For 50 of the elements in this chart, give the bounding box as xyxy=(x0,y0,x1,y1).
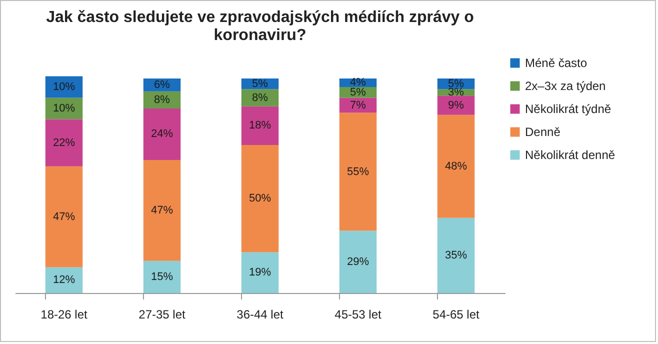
bar xyxy=(45,166,83,268)
legend-label: Několikrát týdně xyxy=(525,102,612,116)
legend-label: Méně často xyxy=(525,56,588,70)
x-tick-label: 27-35 let xyxy=(138,308,186,322)
data-label: 47% xyxy=(150,204,174,216)
data-label: 55% xyxy=(346,166,370,178)
bar xyxy=(45,267,83,293)
data-label: 9% xyxy=(448,99,464,112)
bar xyxy=(437,96,475,115)
data-label: 35% xyxy=(444,249,468,262)
data-label: 5% xyxy=(252,78,268,90)
bar xyxy=(143,260,181,293)
data-label: 8% xyxy=(154,94,170,106)
x-tick-label: 36-44 let xyxy=(236,308,284,322)
data-label: 10% xyxy=(52,81,76,94)
legend-label: Několikrát denně xyxy=(525,148,616,162)
data-label: 50% xyxy=(248,192,272,205)
data-label: 5% xyxy=(350,86,366,98)
bar xyxy=(45,119,83,166)
data-label: 7% xyxy=(350,99,366,112)
bar xyxy=(143,160,181,261)
bar xyxy=(241,252,279,293)
bar xyxy=(143,108,181,160)
data-label: 18% xyxy=(248,120,272,132)
legend-label: 2x–3x za týden xyxy=(525,79,606,93)
data-label: 24% xyxy=(150,128,174,140)
x-tick-label: 45-53 let xyxy=(334,308,382,322)
data-label: 6% xyxy=(154,78,170,91)
x-tick-label: 18-26 let xyxy=(40,308,88,322)
data-label: 3% xyxy=(448,86,464,98)
legend-label: Denně xyxy=(525,125,561,139)
data-label: 8% xyxy=(252,92,268,104)
data-label: 29% xyxy=(346,256,370,268)
data-label: 12% xyxy=(52,274,76,286)
bar xyxy=(339,112,377,231)
data-label: 47% xyxy=(52,210,76,223)
bar xyxy=(241,89,279,106)
data-label: 19% xyxy=(248,266,272,279)
bar xyxy=(437,114,475,218)
bar xyxy=(339,230,377,293)
data-label: 10% xyxy=(52,102,76,114)
data-label: 48% xyxy=(444,160,468,172)
data-label: 4% xyxy=(350,76,366,89)
bar xyxy=(241,144,279,252)
chart-title: Jak často sledujete ve zpravodajských médiích zprávy o koronaviru? xyxy=(46,9,474,44)
x-tick-label: 54-65 let xyxy=(432,308,480,322)
data-label: 15% xyxy=(150,270,174,283)
bar xyxy=(437,218,475,293)
bar xyxy=(241,106,279,145)
data-label: 22% xyxy=(52,136,76,149)
